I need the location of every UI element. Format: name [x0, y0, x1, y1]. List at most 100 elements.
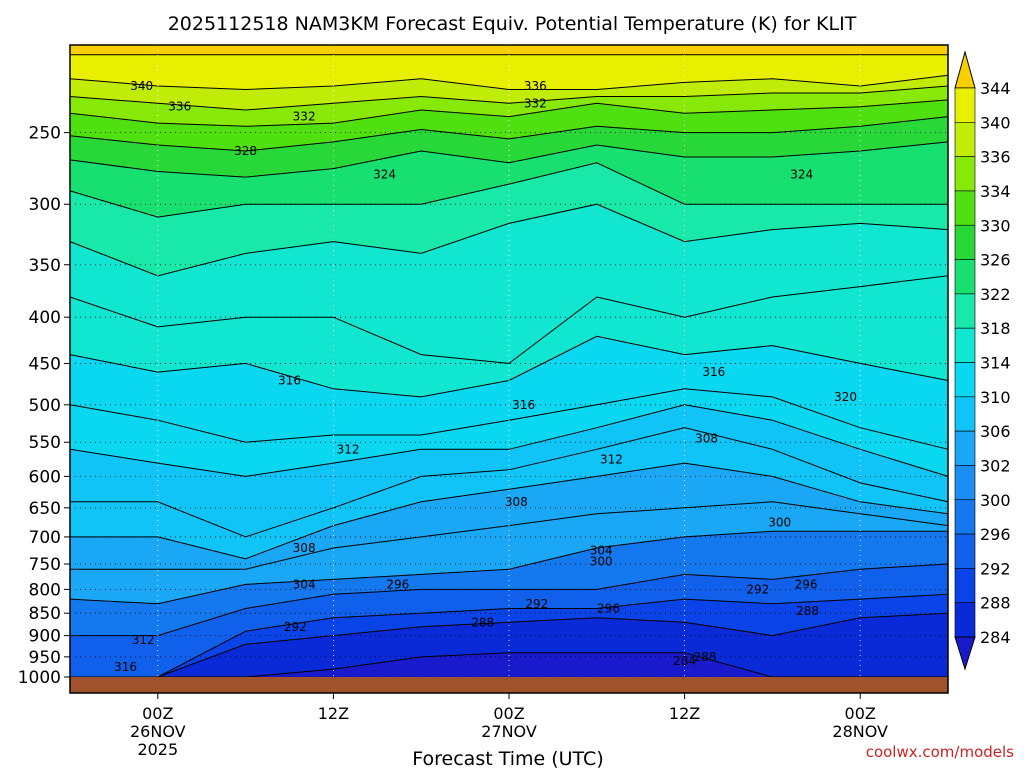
x-tick-label: 27NOV [481, 722, 537, 741]
colorbar-label: 302 [980, 456, 1011, 475]
colorbar-label: 344 [980, 79, 1011, 98]
x-tick-label: 12Z [318, 704, 349, 723]
contour-label: 308 [695, 432, 718, 446]
contour-label: 304 [590, 544, 613, 558]
contour-label: 332 [293, 110, 316, 124]
y-tick-label: 750 [29, 555, 61, 575]
contour-line [69, 74, 949, 91]
contour-line [70, 427, 949, 538]
contour-line [70, 563, 949, 637]
x-tick-label: 12Z [669, 704, 700, 723]
colorbar-swatch [954, 293, 976, 329]
colorbar-label: 330 [980, 216, 1011, 235]
colorbar-label: 288 [980, 594, 1011, 613]
chart-title: 2025112518 NAM3KM Forecast Equiv. Potent… [168, 13, 857, 35]
contour-label: 316 [702, 365, 725, 379]
colorbar: 344 340 336 334 330 326 322 318 314 310 306 302 300 2… [954, 50, 1011, 671]
colorbar-label: 334 [980, 182, 1011, 201]
contour-line [69, 162, 948, 218]
colorbar-label: 292 [980, 559, 1011, 578]
colorbar-label: 296 [980, 525, 1011, 544]
x-tick-label: 00Z [142, 704, 173, 723]
contour-label: 300 [590, 554, 613, 568]
colorbar-swatch [954, 568, 976, 603]
y-tick-label: 450 [29, 354, 61, 374]
contour-line [70, 612, 949, 678]
y-tick-label: 1000 [18, 668, 61, 688]
colorbar-arrow-top [954, 50, 976, 89]
y-tick-label: 500 [29, 396, 61, 416]
contour-label: 336 [168, 100, 191, 114]
colorbar-swatch [954, 465, 976, 501]
x-tick-label: 26NOV [130, 722, 186, 741]
contour-line [69, 116, 949, 152]
contour-label: 304 [293, 577, 316, 591]
contour-label: 328 [234, 144, 257, 158]
contour-label: 296 [597, 602, 620, 616]
colorbar-swatch [954, 87, 976, 123]
y-axis: 250 300 350 400 450 500 550 600 650 700 750 800 850 9… [18, 124, 70, 688]
x-tick-label: 00Z [845, 704, 876, 723]
colorbar-swatch [954, 156, 976, 192]
colorbar-swatch [954, 327, 976, 363]
colorbar-swatch [954, 430, 976, 466]
credit-text: coolwx.com/models [866, 743, 1014, 761]
colorbar-swatch [954, 499, 976, 535]
colorbar-label: 326 [980, 251, 1011, 270]
x-tick-label: 00Z [493, 704, 524, 723]
y-tick-label: 300 [29, 195, 61, 215]
y-tick-label: 700 [29, 528, 61, 548]
field-band [70, 652, 948, 677]
contour-label: 312 [132, 633, 155, 647]
colorbar-swatch [954, 122, 976, 157]
colorbar-swatch [954, 224, 976, 260]
contour-label: 332 [524, 96, 547, 110]
contour-line [69, 530, 948, 605]
contour-label: 288 [471, 615, 494, 629]
contour-label: 308 [293, 541, 316, 555]
contour-label: 308 [505, 495, 528, 509]
x-tick-label: 28NOV [832, 722, 888, 741]
contour-label: 296 [386, 577, 409, 591]
y-tick-label: 850 [29, 604, 61, 624]
y-tick-label: 250 [29, 124, 61, 144]
contour-line [69, 85, 949, 111]
contour-line [69, 203, 949, 277]
contour-label: 336 [524, 79, 547, 93]
contour-label: 324 [790, 167, 813, 181]
contour-label: 324 [373, 167, 396, 181]
y-tick-label: 550 [29, 433, 61, 453]
y-tick-label: 800 [29, 580, 61, 600]
colorbar-swatch [954, 396, 976, 432]
contour-line [70, 462, 949, 560]
contour-label: 312 [337, 442, 360, 456]
contour-label: 292 [746, 582, 769, 596]
colorbar-swatch [954, 362, 976, 398]
colorbar-swatch [954, 190, 976, 226]
colorbar-swatch [954, 533, 976, 569]
contour-line [69, 141, 949, 178]
y-tick-label: 400 [29, 308, 61, 328]
colorbar-label: 300 [980, 491, 1011, 510]
colorbar-label: 284 [980, 628, 1011, 647]
contour-label: 288 [694, 650, 717, 664]
colorbar-label: 306 [980, 422, 1011, 441]
contour-line [69, 99, 949, 127]
contour-label: 300 [768, 516, 791, 530]
contour-label: 312 [600, 453, 623, 467]
y-tick-label: 650 [29, 499, 61, 519]
plot-area: 340 336 332 328 324 336 332 324 316 316 316 320 312 3… [69, 44, 949, 694]
colorbar-swatch [954, 602, 976, 638]
colorbar-label: 322 [980, 285, 1011, 304]
contour-label: 292 [284, 620, 307, 634]
colorbar-label: 310 [980, 388, 1011, 407]
contour-line [69, 404, 949, 477]
contour-label: 340 [130, 79, 153, 93]
contour-label: 292 [525, 597, 548, 611]
colorbar-label: 318 [980, 319, 1011, 338]
contour-line [69, 275, 949, 364]
colorbar-label: 340 [980, 113, 1011, 132]
y-tick-label: 950 [29, 648, 61, 668]
